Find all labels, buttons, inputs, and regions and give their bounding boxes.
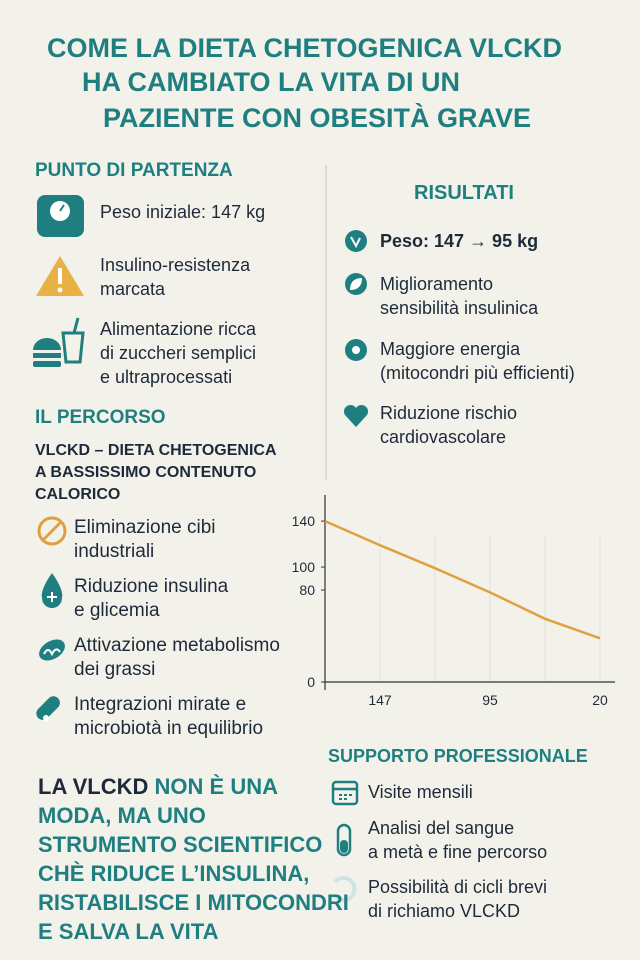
item-text: Possibilità di cicli brevi [368, 877, 548, 897]
item-text: Integrazioni mirate e [74, 694, 247, 715]
icon-check [345, 230, 367, 252]
y-tick-label: 0 [307, 674, 315, 690]
icon-scale [37, 195, 84, 237]
section-heading: IL PERCORSO [35, 407, 166, 428]
item-text: Riduzione rischio [380, 403, 518, 423]
item-text: e glicemia [74, 600, 160, 621]
icon-drop [41, 573, 63, 608]
icon-energy [345, 339, 367, 361]
item-text: Insulino-resistenza [100, 255, 251, 275]
closing-line: CHÈ RIDUCE L’INSULINA, [38, 861, 310, 886]
section-heading: SUPPORTO PROFESSIONALE [328, 746, 588, 766]
x-tick-label: 147 [368, 692, 392, 708]
closing-line: NON È UNA [154, 774, 278, 799]
icon-no-food [37, 516, 67, 546]
subheading: CALORICO [35, 486, 121, 503]
closing-line: RISTABILISCE I MITOCONDRI [38, 890, 349, 915]
subheading: VLCKD – DIETA CHETOGENICA [35, 442, 277, 459]
closing-line: MODA, MA UNO [38, 803, 206, 828]
item-text: cardiovascolare [380, 427, 507, 447]
closing-line: E SALVA LA VITA [38, 919, 219, 944]
item-text: Maggiore energia [380, 339, 521, 359]
item-text: Riduzione insulina [74, 576, 229, 597]
icon-cycle [333, 876, 357, 902]
icon-tube [336, 823, 352, 857]
y-tick-label: 100 [292, 559, 316, 575]
x-tick-label: 20 [592, 692, 608, 708]
y-tick-label: 140 [292, 513, 316, 529]
item-text: di richiamo VLCKD [368, 901, 521, 921]
item-text: Eliminazione cibi [74, 517, 216, 538]
item-text: Alimentazione ricca [100, 319, 257, 339]
item-text: Analisi del sangue [368, 818, 515, 838]
section-heading: RISULTATI [414, 182, 514, 204]
section-heading: PUNTO DI PARTENZA [35, 160, 233, 181]
icon-warning [36, 256, 84, 296]
icon-calendar [331, 780, 359, 806]
item-text: a metà e fine percorso [368, 842, 548, 862]
icon-capsule [36, 696, 60, 721]
title-line: PAZIENTE CON OBESITÀ GRAVE [103, 103, 532, 133]
item-text: Visite mensili [368, 782, 473, 802]
icon-mitochondria [39, 639, 65, 661]
icon-food [33, 317, 85, 367]
item-text: marcata [100, 279, 166, 299]
subheading: A BASSISSIMO CONTENUTO [35, 464, 257, 481]
line [324, 519, 601, 640]
item-text: Attivazione metabolismo [74, 635, 280, 656]
closing-line: STRUMENTO SCIENTIFICO [38, 832, 323, 857]
item-text: e ultraprocessati [100, 367, 233, 387]
item-text: sensibilità insulinica [380, 298, 539, 318]
item-text: Peso iniziale: 147 kg [100, 202, 266, 222]
item-text: Peso: 147 → 95 kg [380, 231, 539, 251]
item-text: industriali [74, 541, 155, 562]
title-line: COME LA DIETA CHETOGENICA VLCKD [47, 33, 563, 63]
icon-leaf [345, 273, 367, 295]
item-text: (mitocondri più efficienti) [380, 363, 575, 383]
title-line: HA CAMBIATO LA VITA DI UN [82, 67, 460, 97]
item-text: Miglioramento [380, 274, 494, 294]
item-text: microbiotà in equilibrio [74, 718, 264, 739]
item-text: di zuccheri semplici [100, 343, 257, 363]
y-tick-label: 80 [299, 582, 315, 598]
closing-lead: LA VLCKD [38, 774, 149, 799]
item-text: dei grassi [74, 659, 156, 680]
x-tick-label: 95 [482, 692, 498, 708]
icon-heart [343, 404, 369, 427]
